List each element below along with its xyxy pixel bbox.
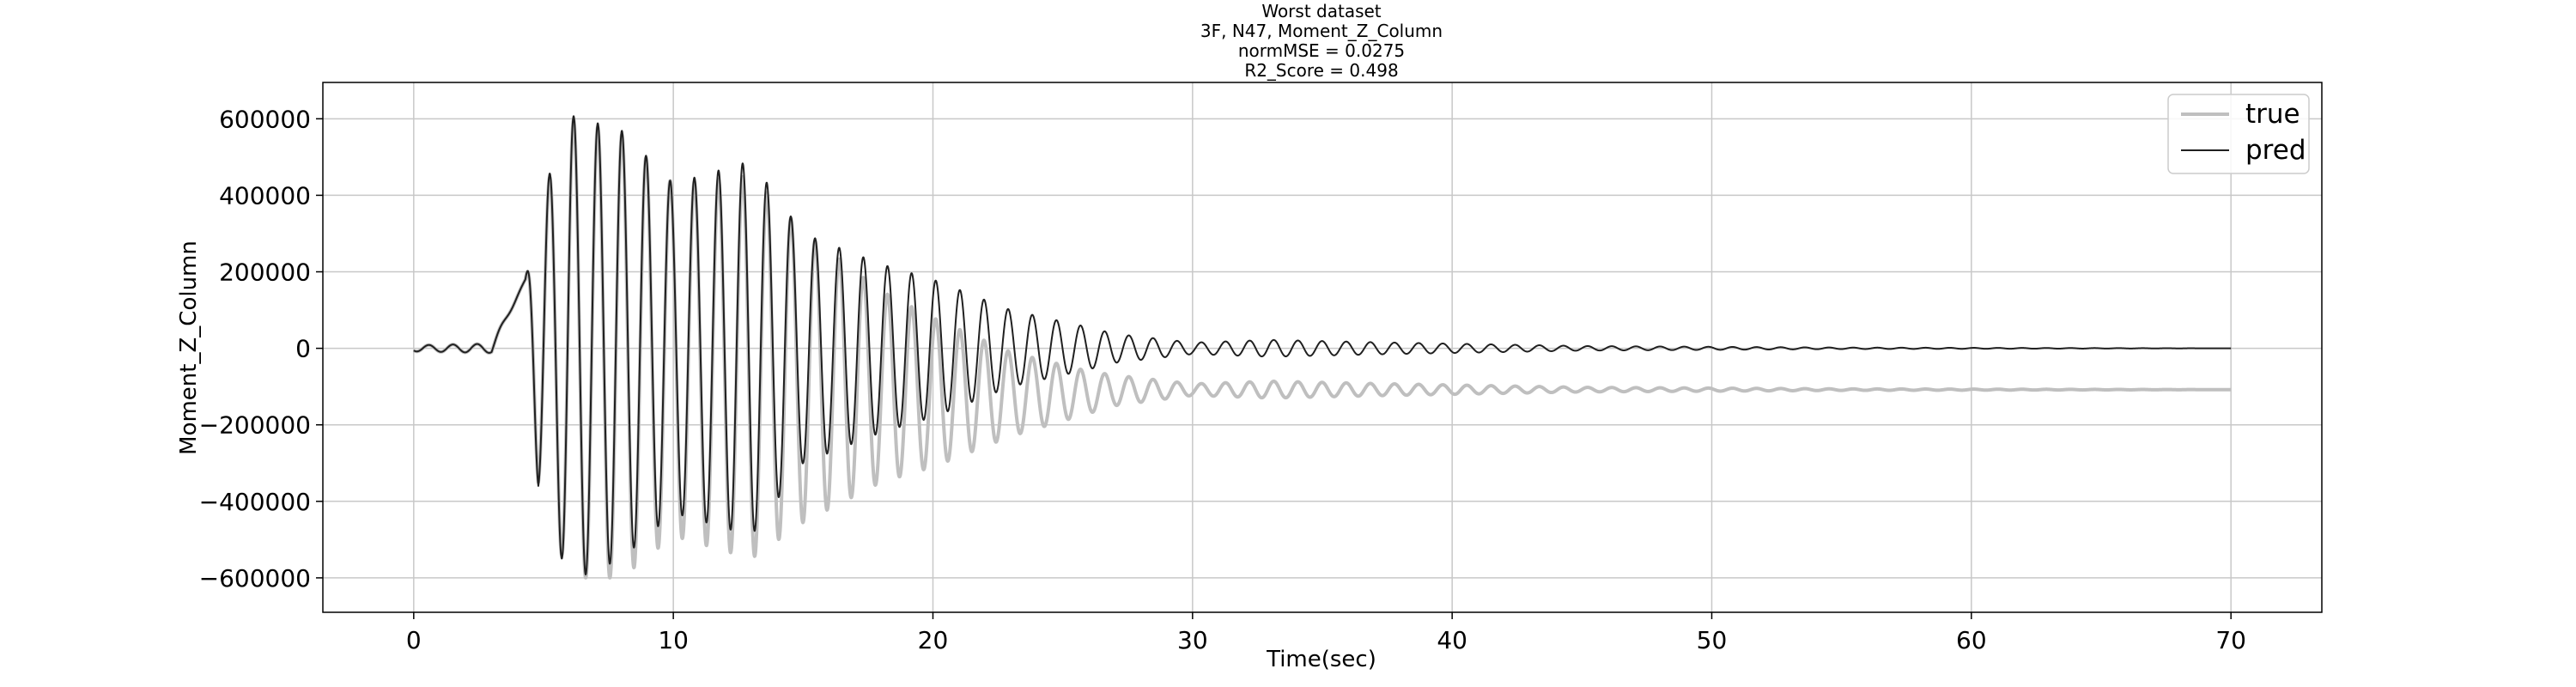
y-tick-label: 200000 <box>219 258 311 287</box>
x-tick-label: 30 <box>1177 626 1208 654</box>
grid <box>323 82 2322 612</box>
y-tick-label: −600000 <box>199 564 311 593</box>
y-tick-label: 600000 <box>219 105 311 133</box>
x-tick-label: 0 <box>406 626 422 654</box>
legend: true pred <box>2167 94 2310 174</box>
x-tick-label: 20 <box>918 626 949 654</box>
x-tick-label: 10 <box>658 626 689 654</box>
chart-title: Worst dataset 3F, N47, Moment_Z_Column n… <box>1200 1 1443 81</box>
x-tick-label: 60 <box>1956 626 1987 654</box>
title-line-3: normMSE = 0.0275 <box>1238 40 1405 61</box>
series-pred <box>413 115 2232 575</box>
x-tick-label: 50 <box>1697 626 1728 654</box>
y-tick-label: 400000 <box>219 181 311 210</box>
x-axis-label: Time(sec) <box>1266 647 1376 672</box>
x-tick-label: 70 <box>2215 626 2246 654</box>
title-line-2: 3F, N47, Moment_Z_Column <box>1200 21 1443 41</box>
series-line-pred <box>413 115 2232 575</box>
y-axis: −600000 −400000 −200000 0 200000 400000 600000 <box>199 105 323 593</box>
x-axis: 0 10 20 30 40 50 60 70 <box>406 612 2246 654</box>
legend-true-label: true <box>2245 99 2300 130</box>
y-tick-label: 0 <box>295 335 311 363</box>
plot-frame <box>322 82 2323 613</box>
y-axis-label: Moment_Z_Column <box>176 240 202 455</box>
y-tick-label: −400000 <box>199 488 311 516</box>
title-line-4: R2_Score = 0.498 <box>1244 60 1398 81</box>
legend-pred-label: pred <box>2245 135 2306 166</box>
title-line-1: Worst dataset <box>1261 1 1381 21</box>
y-tick-label: −200000 <box>199 411 311 440</box>
x-tick-label: 40 <box>1437 626 1467 654</box>
